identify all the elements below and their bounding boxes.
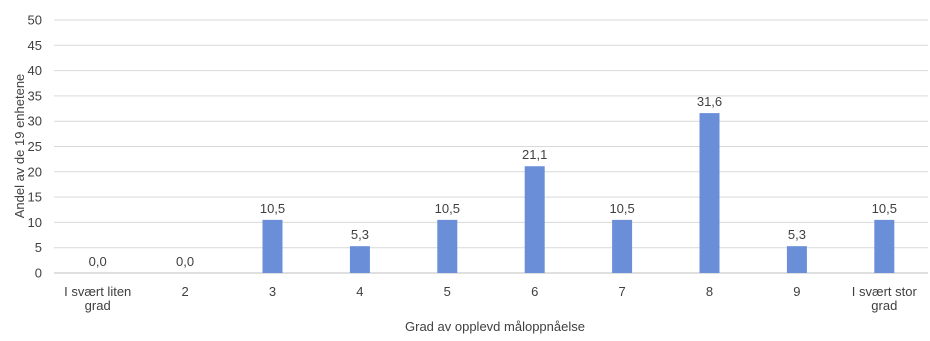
x-tick-label-line: I svært liten — [64, 284, 131, 299]
x-tick-label: I svært stor grad — [852, 284, 918, 313]
y-tick-label: 30 — [28, 114, 42, 129]
data-label: 31,6 — [697, 94, 722, 109]
x-tick-label: 6 — [531, 284, 538, 299]
bar — [786, 246, 807, 273]
x-tick-label: 9 — [793, 284, 800, 299]
x-tick-label-line: 5 — [444, 284, 451, 299]
y-tick-label: 35 — [28, 88, 42, 103]
y-tick-label: 10 — [28, 215, 42, 230]
y-tick-label: 0 — [35, 266, 42, 281]
x-tick-label-line: 4 — [356, 284, 363, 299]
bar — [349, 246, 370, 273]
bar — [699, 113, 720, 273]
y-tick-label: 15 — [28, 190, 42, 205]
y-tick-label: 20 — [28, 164, 42, 179]
x-tick-label: I svært liten grad — [64, 284, 131, 313]
x-tick-label-line: 3 — [269, 284, 276, 299]
x-tick-label-line: 8 — [706, 284, 713, 299]
bar — [612, 219, 633, 273]
data-label: 10,5 — [260, 201, 285, 216]
x-tick-label-line: 9 — [793, 284, 800, 299]
y-tick-label: 5 — [35, 240, 42, 255]
data-label: 5,3 — [788, 227, 806, 242]
x-tick-label-line: 2 — [181, 284, 188, 299]
bar — [437, 219, 458, 273]
x-tick-label: 5 — [444, 284, 451, 299]
bar — [874, 219, 895, 273]
data-label: 5,3 — [351, 227, 369, 242]
data-label: 10,5 — [435, 201, 460, 216]
y-tick-label: 40 — [28, 63, 42, 78]
x-tick-label: 2 — [181, 284, 188, 299]
x-tick-label: 3 — [269, 284, 276, 299]
bars — [262, 113, 895, 273]
gridlines — [54, 19, 928, 274]
data-label: 10,5 — [609, 201, 634, 216]
x-tick-label-line: 6 — [531, 284, 538, 299]
y-tick-label: 25 — [28, 139, 42, 154]
x-tick-label: 7 — [618, 284, 625, 299]
data-label: 0,0 — [176, 254, 194, 269]
x-tick-label-line: grad — [871, 298, 897, 313]
x-tick-label-line: 7 — [618, 284, 625, 299]
data-label: 0,0 — [89, 254, 107, 269]
y-tick-label: 45 — [28, 38, 42, 53]
y-tick-label: 50 — [28, 13, 42, 28]
data-label: 10,5 — [872, 201, 897, 216]
data-label: 21,1 — [522, 147, 547, 162]
x-tick-label: 4 — [356, 284, 363, 299]
x-tick-label-line: grad — [85, 298, 111, 313]
bar — [262, 219, 283, 273]
bar — [524, 166, 545, 273]
y-axis-title: Andel av de 19 enhetene — [12, 74, 27, 219]
y-axis-ticks: 0 5 10 15 20 25 30 35 40 45 50 — [28, 13, 42, 281]
data-labels: 0,0 0,0 10,5 5,3 10,5 21,1 10,5 31,6 5,3 10,5 — [89, 94, 897, 269]
x-axis-title: Grad av opplevd måloppnåelse — [405, 319, 585, 334]
x-tick-label: 8 — [706, 284, 713, 299]
x-tick-label-line: I svært stor — [852, 284, 918, 299]
